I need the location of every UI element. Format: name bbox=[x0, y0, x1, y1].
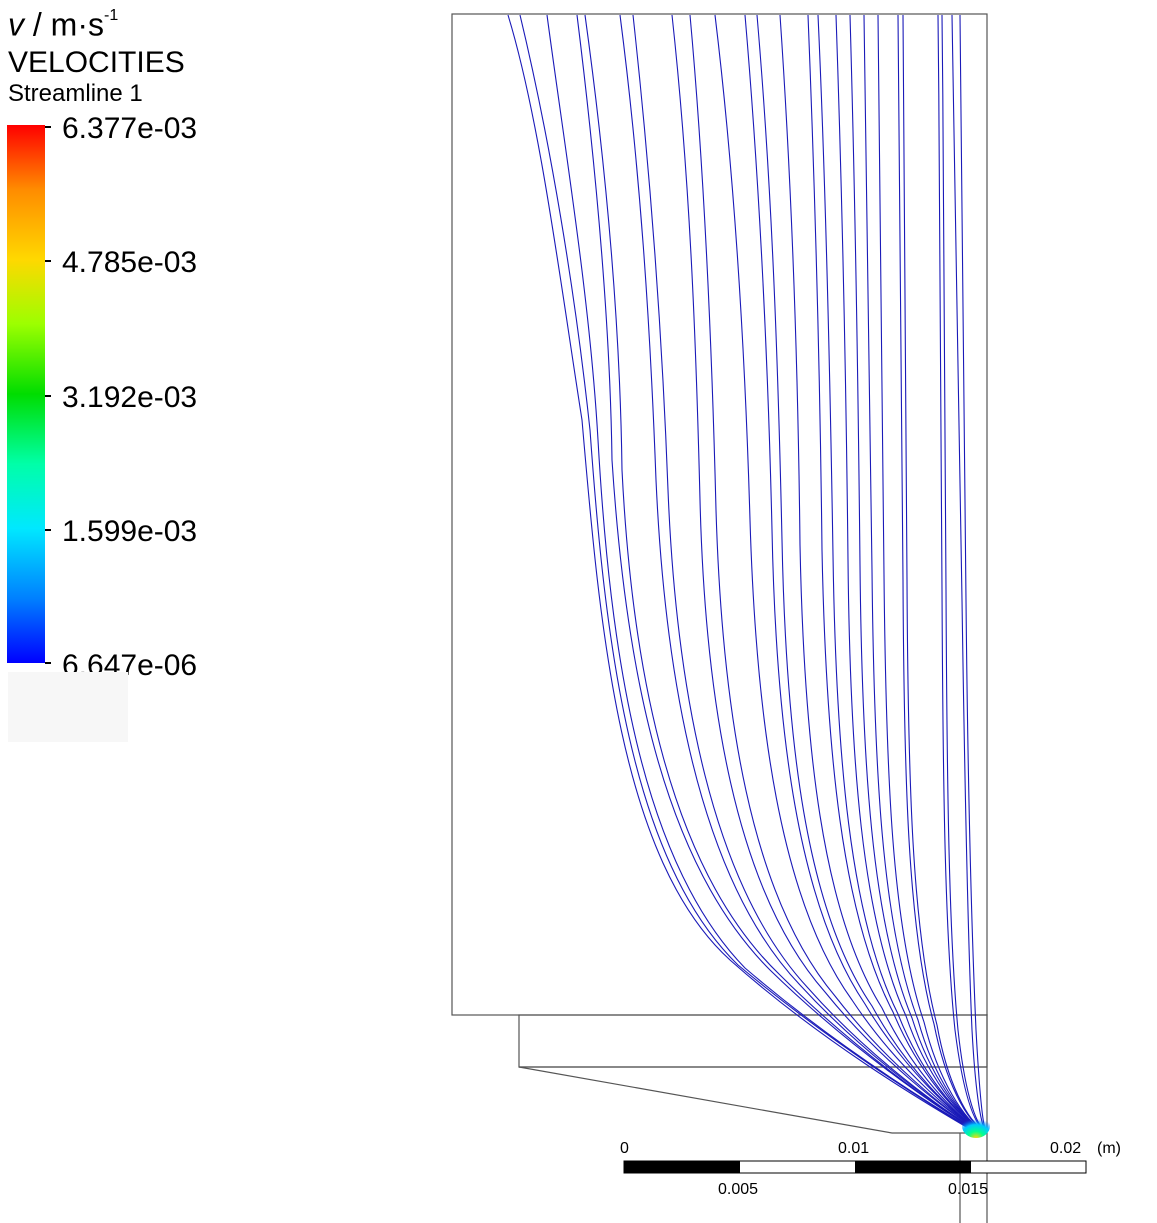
legend-tick bbox=[45, 529, 51, 531]
legend-tick-label: 4.785e-03 bbox=[62, 246, 198, 279]
streamline bbox=[902, 14, 987, 1133]
scale-label-002: 0.02 bbox=[1050, 1140, 1081, 1157]
streamline bbox=[576, 14, 979, 1133]
legend-shadow bbox=[8, 672, 128, 742]
legend-tick bbox=[45, 126, 51, 128]
streamlines bbox=[507, 14, 987, 1133]
streamline bbox=[817, 14, 985, 1133]
streamline bbox=[689, 14, 982, 1133]
streamline bbox=[849, 14, 986, 1133]
unit-exponent: -1 bbox=[103, 7, 119, 24]
streamline bbox=[951, 14, 987, 1133]
scale-label-001: 0.01 bbox=[838, 1140, 869, 1157]
legend-tick-label: 1.599e-03 bbox=[62, 515, 198, 548]
scale-label-0005: 0.005 bbox=[718, 1181, 758, 1198]
scale-bar: 0 0.01 0.02 (m) 0.005 0.015 bbox=[620, 1140, 1121, 1198]
streamline bbox=[714, 14, 983, 1133]
streamline bbox=[937, 14, 987, 1133]
legend-tick-label: 3.192e-03 bbox=[62, 381, 198, 414]
streamline bbox=[959, 14, 987, 1133]
legend-object: Streamline 1 bbox=[8, 80, 143, 107]
quantity-symbol: v bbox=[8, 6, 24, 43]
scale-bar-segment-1 bbox=[624, 1161, 740, 1173]
scale-label-0015: 0.015 bbox=[948, 1181, 988, 1198]
streamline bbox=[779, 14, 984, 1133]
legend-tick bbox=[45, 260, 51, 262]
streamline bbox=[632, 14, 981, 1133]
streamline bbox=[584, 14, 980, 1133]
cone-outline bbox=[518, 1066, 987, 1134]
legend-tick bbox=[45, 395, 51, 397]
streamline bbox=[744, 14, 983, 1133]
streamline bbox=[835, 14, 985, 1133]
legend-title: v / m·s-1 bbox=[8, 0, 118, 45]
legend-tick bbox=[45, 662, 51, 664]
legend-variable: VELOCITIES bbox=[8, 46, 185, 79]
unit-text: / m·s bbox=[32, 6, 104, 43]
streamline bbox=[807, 14, 985, 1133]
scale-unit: (m) bbox=[1097, 1140, 1121, 1157]
streamline bbox=[756, 14, 984, 1133]
legend-tick-label-max: 6.377e-03 bbox=[62, 112, 198, 145]
outlet-high-velocity-zone bbox=[962, 1114, 990, 1138]
streamline bbox=[941, 14, 987, 1133]
streamline bbox=[507, 14, 976, 1133]
geometry-outline bbox=[451, 13, 988, 1223]
streamline bbox=[619, 14, 981, 1133]
color-bar bbox=[7, 125, 45, 663]
scale-label-0: 0 bbox=[620, 1140, 629, 1157]
streamline bbox=[897, 14, 987, 1133]
streamline bbox=[546, 14, 978, 1133]
streamline bbox=[519, 14, 977, 1133]
streamline bbox=[671, 14, 982, 1133]
scale-bar-segment-3 bbox=[855, 1161, 971, 1173]
